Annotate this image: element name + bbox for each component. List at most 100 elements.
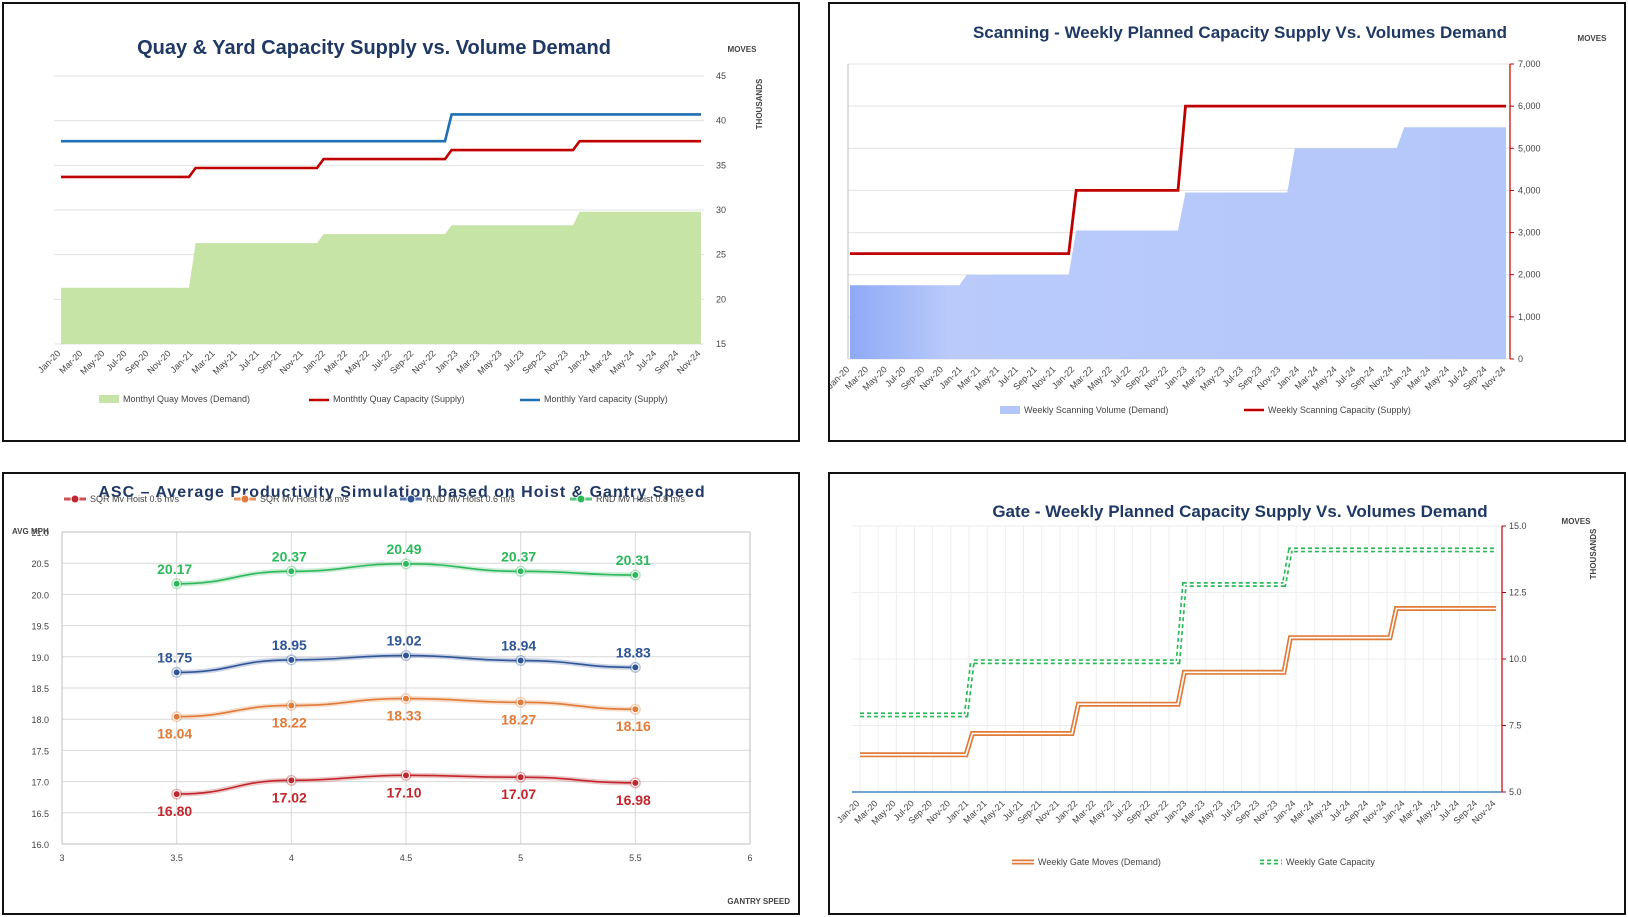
y-tick-label: 19.0 [31, 653, 49, 663]
x-tick-label: Sep-20 [123, 348, 151, 376]
y-tick-label: 30 [716, 205, 726, 215]
data-point [172, 712, 181, 721]
legend-label-supply: Weekly Scanning Capacity (Supply) [1268, 405, 1411, 415]
legend-marker [406, 494, 416, 504]
y-unit-label: MOVES [1562, 517, 1592, 526]
data-label: 17.07 [501, 786, 536, 802]
y-tick-label: 5.0 [1509, 787, 1522, 797]
data-label: 18.27 [501, 711, 536, 727]
x-tick-label: 3.5 [170, 853, 183, 863]
legend-marker [576, 494, 586, 504]
demand-area [61, 211, 701, 344]
chart-title: Gate - Weekly Planned Capacity Supply Vs… [992, 502, 1487, 521]
x-tick-label: 5.5 [629, 853, 642, 863]
data-point [287, 776, 296, 785]
x-tick-label: Nov-24 [675, 348, 703, 376]
x-tick-label: Nov-21 [278, 348, 306, 376]
y-axis-label: THOUSANDS [755, 78, 764, 129]
data-label: 18.16 [616, 718, 651, 734]
asc-productivity-chart: ASC – Average Productivity Simulation ba… [12, 484, 790, 906]
gate-capacity-line-inner [860, 549, 1496, 716]
gate-chart-panel: Gate - Weekly Planned Capacity Supply Vs… [828, 472, 1626, 915]
data-point [172, 668, 181, 677]
data-label: 20.37 [501, 548, 536, 564]
y-unit-label: MOVES [1578, 34, 1608, 43]
y-tick-label: 6,000 [1518, 101, 1541, 111]
data-point [402, 651, 410, 660]
legend-marker [70, 494, 80, 504]
gate-capacity-line-outer [860, 547, 1496, 718]
gate-demand-line-outer [860, 606, 1496, 758]
x-tick-label: May-24 [608, 348, 636, 376]
x-tick-label: 4 [289, 853, 294, 863]
y-tick-label: 15 [716, 339, 726, 349]
data-label: 18.95 [272, 637, 307, 653]
y-tick-label: 15.0 [1509, 521, 1527, 531]
y-axis-label: AVG MPH [12, 527, 49, 536]
legend-label: SQR Mv Hoist 0.6 m/s [90, 494, 180, 504]
data-label: 20.17 [157, 561, 192, 577]
data-point [402, 559, 410, 568]
y-tick-label: 16.0 [31, 840, 49, 850]
data-point [287, 567, 296, 576]
x-tick-label: Sep-21 [256, 348, 284, 376]
x-tick-label: Nov-20 [145, 348, 173, 376]
data-label: 17.10 [386, 784, 421, 800]
x-tick-label: May-20 [78, 348, 106, 376]
x-tick-label: Sep-23 [520, 348, 548, 376]
data-point [631, 571, 640, 580]
y-tick-label: 3,000 [1518, 228, 1541, 238]
data-point [516, 567, 525, 576]
data-point [402, 771, 410, 780]
chart-title: ASC – Average Productivity Simulation ba… [98, 484, 705, 501]
quay-yard-chart: Quay & Yard Capacity Supply vs. Volume D… [36, 37, 764, 404]
x-tick-label: May-21 [211, 348, 239, 376]
legend-label: RND Mv Hoist 0.8 m/s [596, 494, 686, 504]
y-tick-label: 10.0 [1509, 654, 1527, 664]
legend-label-yard: Monthly Yard capacity (Supply) [544, 394, 668, 404]
y-tick-label: 17.5 [31, 746, 49, 756]
y-tick-label: 21.0 [31, 528, 49, 538]
quay-capacity-line [61, 139, 701, 179]
plot-border [61, 531, 751, 845]
x-tick-label: Nov-23 [542, 348, 570, 376]
legend-label-supply: Weekly Gate Capacity [1286, 857, 1375, 867]
gate-chart: Gate - Weekly Planned Capacity Supply Vs… [835, 502, 1598, 867]
data-label: 20.49 [386, 541, 421, 557]
scanning-capacity-line [850, 104, 1506, 256]
data-point [516, 773, 525, 782]
data-point [631, 705, 640, 714]
y-tick-label: 1,000 [1518, 312, 1541, 322]
data-point [516, 656, 525, 665]
y-tick-label: 18.5 [31, 684, 49, 694]
scanning-chart: Scanning - Weekly Planned Capacity Suppl… [830, 23, 1608, 415]
data-point [172, 579, 181, 588]
scanning-chart-panel: Scanning - Weekly Planned Capacity Suppl… [828, 2, 1626, 442]
data-label: 20.31 [616, 552, 651, 568]
scanning-volume-area [850, 127, 1506, 359]
data-point [172, 790, 181, 799]
gate-demand-line-inner [860, 607, 1496, 756]
y-tick-label: 20.5 [31, 559, 49, 569]
x-tick-label: May-22 [343, 348, 371, 376]
data-label: 16.80 [157, 803, 192, 819]
x-tick-label: May-23 [475, 348, 503, 376]
y-tick-label: 20 [716, 294, 726, 304]
data-label: 16.98 [616, 792, 651, 808]
y-tick-label: 7.5 [1509, 721, 1522, 731]
data-label: 18.75 [157, 649, 192, 665]
y-tick-label: 18.0 [31, 715, 49, 725]
data-label: 17.02 [272, 789, 307, 805]
y-tick-label: 7,000 [1518, 59, 1541, 69]
legend-label-demand: Weekly Scanning Volume (Demand) [1024, 405, 1168, 415]
data-label: 18.22 [272, 714, 307, 730]
data-point [516, 698, 525, 707]
data-label: 18.94 [501, 638, 536, 654]
y-tick-label: 25 [716, 250, 726, 260]
x-tick-label: Sep-22 [388, 348, 416, 376]
data-label: 18.04 [157, 726, 192, 742]
chart-title: Quay & Yard Capacity Supply vs. Volume D… [137, 37, 611, 59]
x-tick-label: Nov-22 [410, 348, 438, 376]
data-label: 18.33 [386, 708, 421, 724]
y-tick-label: 4,000 [1518, 185, 1541, 195]
